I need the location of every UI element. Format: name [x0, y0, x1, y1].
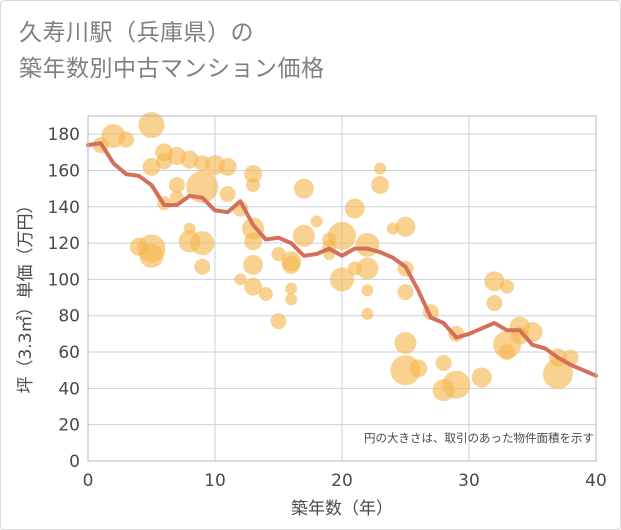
y-tick-label: 20	[58, 416, 80, 436]
data-bubble	[484, 271, 505, 292]
data-bubble	[190, 231, 215, 256]
data-bubble	[355, 232, 380, 257]
y-tick-label: 140	[48, 198, 80, 218]
y-tick-label: 120	[48, 234, 80, 254]
data-bubble	[270, 313, 287, 330]
data-bubble	[344, 198, 365, 219]
data-bubble	[395, 216, 416, 237]
data-bubble	[194, 258, 211, 275]
size-note: 円の大きさは、取引のあった物件面積を示す	[364, 431, 594, 445]
data-bubble	[218, 157, 237, 176]
data-bubble	[292, 224, 315, 247]
x-tick-label: 30	[458, 471, 480, 491]
data-bubble	[244, 277, 263, 296]
x-tick-label: 10	[204, 471, 226, 491]
data-bubble	[435, 354, 452, 371]
title-line-2: 築年数別中古マンション価格	[19, 56, 325, 82]
data-bubble	[282, 255, 301, 274]
x-tick-label: 20	[331, 471, 353, 491]
data-bubble	[361, 284, 374, 297]
data-bubble	[285, 293, 298, 306]
data-bubble	[310, 215, 323, 228]
data-bubble	[471, 367, 492, 388]
y-tick-label: 40	[58, 379, 80, 399]
data-bubble	[234, 273, 247, 286]
axes: 0 20 40 60 80 100 120 140 160 180 0 10 20 30 40	[48, 115, 607, 491]
data-bubble	[142, 157, 161, 176]
data-bubble	[409, 359, 428, 378]
trend-line-group	[86, 141, 598, 378]
trend-line	[86, 141, 598, 378]
data-bubble	[293, 178, 314, 199]
plot-border	[87, 115, 597, 462]
data-bubble	[246, 178, 261, 192]
data-bubble	[499, 344, 516, 361]
y-tick-label: 180	[48, 125, 80, 145]
data-bubble	[330, 267, 354, 292]
data-bubble	[180, 150, 199, 169]
data-bubble	[397, 284, 414, 301]
data-bubble	[118, 131, 135, 148]
data-bubble	[371, 176, 390, 194]
data-bubble	[244, 232, 263, 251]
data-bubble	[139, 243, 164, 268]
data-bubble	[374, 162, 387, 175]
y-tick-label: 100	[48, 270, 80, 290]
data-bubble	[328, 221, 356, 250]
y-tick-label: 80	[58, 307, 80, 327]
y-tick-label: 160	[48, 161, 80, 181]
y-axis-title: 坪（3.3㎡）単価（万円）	[16, 196, 36, 393]
y-tick-label: 60	[58, 343, 80, 363]
data-bubble	[486, 295, 503, 312]
data-bubble	[219, 186, 236, 203]
data-bubble	[394, 331, 417, 354]
data-bubble	[168, 177, 185, 193]
data-bubble	[442, 370, 471, 399]
x-tick-label: 40	[585, 471, 607, 491]
data-bubble	[138, 112, 165, 139]
data-bubble	[244, 165, 263, 184]
x-axis-title: 築年数（年）	[291, 499, 393, 519]
bubbles	[92, 112, 579, 402]
chart-title: 久寿川駅（兵庫県）の 築年数別中古マンション価格	[19, 15, 325, 87]
data-bubble	[356, 257, 379, 280]
x-tick-label: 0	[83, 471, 94, 491]
data-bubble	[285, 282, 298, 295]
data-bubble	[542, 358, 573, 389]
data-bubble	[500, 279, 515, 294]
data-bubble	[361, 307, 374, 320]
title-line-1: 久寿川駅（兵庫県）の	[19, 20, 254, 46]
data-bubble	[243, 254, 264, 275]
data-bubble	[258, 286, 273, 301]
y-tick-label: 0	[69, 452, 80, 472]
